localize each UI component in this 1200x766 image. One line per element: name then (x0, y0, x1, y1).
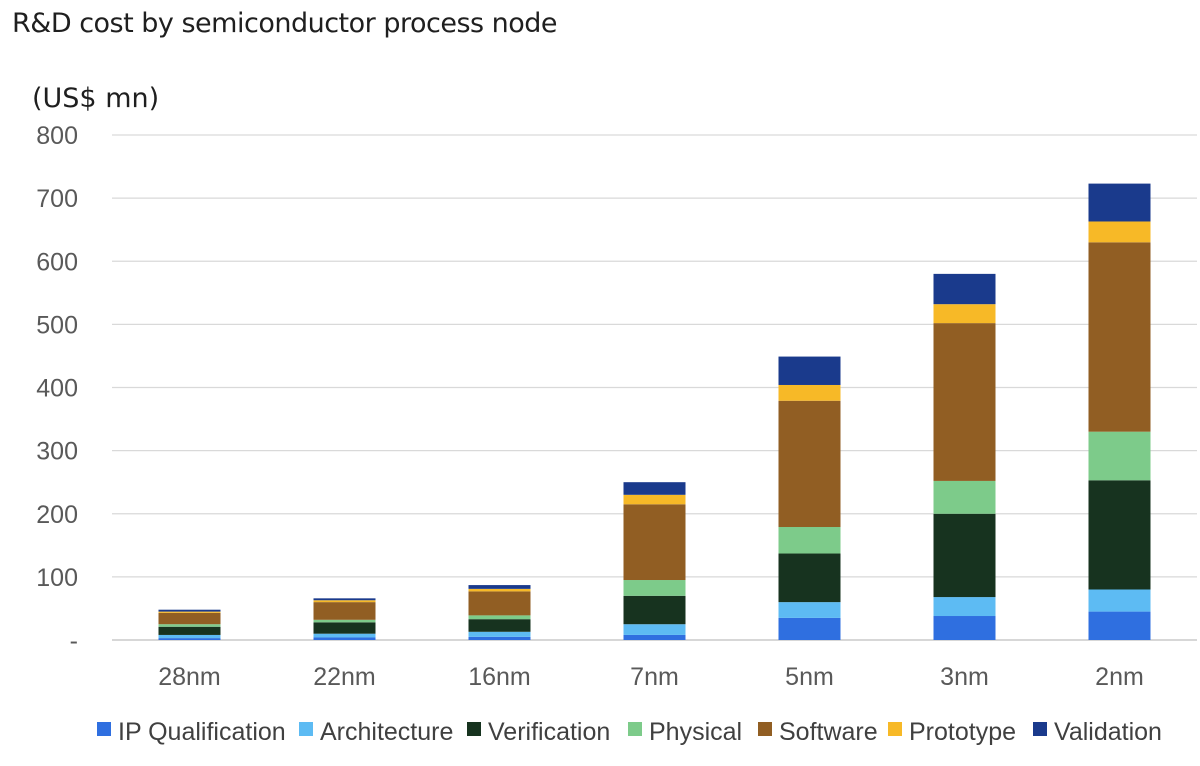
y-axis-label: (US$ mn) (32, 83, 159, 114)
bar-segment (623, 624, 686, 635)
bar-segment (778, 553, 841, 603)
y-tick-label: 600 (36, 248, 78, 276)
bar-segment (468, 619, 531, 632)
bar-segment (1088, 221, 1151, 243)
bar-segment (778, 356, 841, 385)
bar-segment (158, 609, 221, 612)
legend-swatch (97, 722, 111, 736)
bar-segment (1088, 480, 1151, 590)
y-tick-label: - (70, 627, 78, 655)
bar-segment (778, 527, 841, 554)
bar-segment (623, 595, 686, 625)
x-tick-label: 3nm (940, 663, 989, 691)
legend-swatch (888, 722, 902, 736)
y-tick-label: 700 (36, 185, 78, 213)
bar-segment (778, 617, 841, 640)
bar-segment (468, 585, 531, 589)
bar-segment (623, 634, 686, 640)
bar-segment (468, 588, 531, 592)
bar-segment (1088, 242, 1151, 432)
bar-segment (778, 602, 841, 618)
bar-segment (468, 615, 531, 620)
bar-segment (313, 602, 376, 620)
bar-segment (313, 622, 376, 634)
bar-segment (1088, 431, 1151, 481)
bar-segment (933, 304, 996, 324)
chart-title: R&D cost by semiconductor process node (12, 8, 558, 39)
bar-segment (623, 482, 686, 495)
legend-label: Prototype (909, 718, 1016, 746)
legend-swatch (1033, 722, 1047, 736)
x-tick-label: 16nm (468, 663, 531, 691)
bar-segment (313, 637, 376, 640)
bar-segment (1088, 611, 1151, 640)
y-tick-label: 500 (36, 311, 78, 339)
bar-segment (933, 323, 996, 481)
x-tick-label: 22nm (313, 663, 376, 691)
legend-swatch (299, 722, 313, 736)
bar-segment (158, 634, 221, 639)
legend-label: Physical (649, 718, 742, 746)
bars (158, 183, 1151, 640)
bar-segment (313, 619, 376, 623)
bar-segment (933, 273, 996, 305)
y-tick-label: 300 (36, 438, 78, 466)
x-tick-label: 2nm (1095, 663, 1144, 691)
bar-segment (313, 598, 376, 601)
bar-segment (313, 600, 376, 603)
bar-segment (158, 626, 221, 635)
x-tick-label: 7nm (630, 663, 679, 691)
bar-segment (778, 400, 841, 528)
legend-swatch (758, 722, 772, 736)
bar-segment (933, 480, 996, 514)
bar-segment (158, 638, 221, 640)
legend-swatch (467, 722, 481, 736)
x-tick-label: 5nm (785, 663, 834, 691)
x-axis-ticks: 28nm 22nm 16nm 7nm 5nm 3nm 2nm (158, 663, 1144, 691)
bar-segment (1088, 589, 1151, 612)
legend-label: Architecture (320, 718, 453, 746)
bar-segment (158, 624, 221, 627)
y-tick-label: 100 (36, 564, 78, 592)
bar-segment (158, 612, 221, 625)
bar-segment (623, 494, 686, 505)
y-tick-label: 200 (36, 501, 78, 529)
bar-segment (468, 591, 531, 616)
y-axis-ticks: - 100 200 300 400 500 600 700 800 (36, 122, 78, 655)
bar-segment (468, 631, 531, 637)
bar-segment (933, 597, 996, 617)
legend-label: Verification (488, 718, 610, 746)
y-tick-label: 800 (36, 122, 78, 150)
x-tick-label: 28nm (158, 663, 221, 691)
legend-label: IP Qualification (118, 718, 286, 746)
bar-segment (468, 636, 531, 640)
bar-segment (933, 513, 996, 598)
bar-segment (1088, 183, 1151, 222)
bar-segment (778, 384, 841, 401)
legend-swatch (628, 722, 642, 736)
bar-segment (313, 633, 376, 638)
bar-segment (933, 616, 996, 640)
bar-segment (623, 580, 686, 596)
legend-label: Software (779, 718, 878, 746)
bar-segment (623, 504, 686, 581)
legend-label: Validation (1054, 718, 1162, 746)
legend: IP Qualification Architecture Verification… (97, 718, 1162, 746)
y-tick-label: 400 (36, 375, 78, 403)
bar-segment (158, 611, 221, 613)
